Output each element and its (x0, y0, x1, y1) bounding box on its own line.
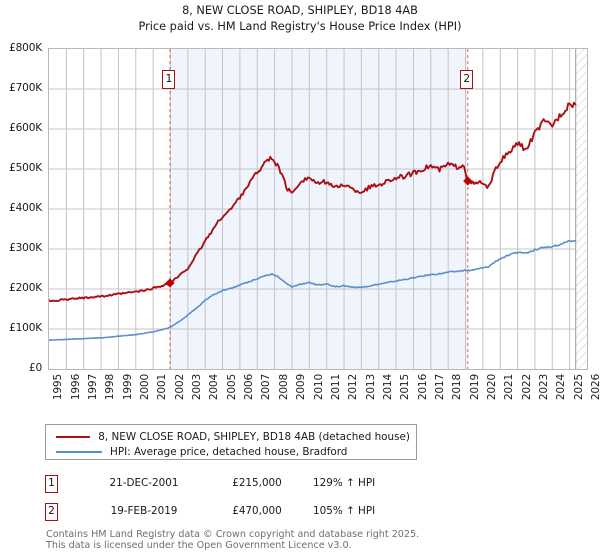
x-tick-2021: 2021 (503, 374, 516, 401)
x-tick-2019: 2019 (468, 374, 481, 401)
x-tick-2010: 2010 (312, 374, 325, 401)
x-tick-2003: 2003 (191, 374, 204, 401)
sale-hpi-2: 105% ↑ HPI (313, 505, 376, 517)
y-tick-5: £500K (9, 162, 42, 174)
x-tick-2018: 2018 (451, 374, 464, 401)
y-tick-4: £400K (9, 202, 42, 214)
x-tick-2006: 2006 (243, 374, 256, 401)
page-subtitle: Price paid vs. HM Land Registry's House … (138, 20, 462, 33)
y-tick-6: £600K (9, 122, 42, 134)
x-tick-1999: 1999 (121, 374, 134, 401)
x-tick-2016: 2016 (416, 374, 429, 401)
sale-point-markers (165, 176, 473, 288)
sale-badge-2: 2 (45, 503, 58, 521)
x-tick-2014: 2014 (381, 374, 394, 401)
x-tick-2015: 2015 (399, 374, 412, 401)
x-tick-2013: 2013 (364, 374, 377, 401)
x-tick-2026: 2026 (590, 374, 600, 401)
plot-area (48, 48, 588, 370)
sale-badge-1: 1 (45, 475, 58, 493)
y-tick-2: £200K (9, 282, 42, 294)
footer-line-2: This data is licensed under the Open Gov… (46, 540, 352, 551)
x-tick-1996: 1996 (69, 374, 82, 401)
legend-swatch-property (56, 436, 91, 438)
x-tick-2009: 2009 (295, 374, 308, 401)
y-axis-tick-labels: £0 £100K £200K £300K £400K £500K £600K £700K £80… (0, 0, 46, 560)
grid-lines (49, 49, 587, 369)
x-tick-2020: 2020 (486, 374, 499, 401)
x-tick-1997: 1997 (86, 374, 99, 401)
legend-item-hpi: HPI: Average price, detached house, Brad… (52, 445, 410, 459)
legend-label-property: 8, NEW CLOSE ROAD, SHIPLEY, BD18 4AB (de… (98, 431, 410, 443)
legend-swatch-hpi (56, 451, 102, 453)
sale-event-vertical-lines (169, 49, 469, 369)
x-tick-2002: 2002 (173, 374, 186, 401)
legend-label-hpi: HPI: Average price, detached house, Brad… (110, 446, 348, 458)
x-tick-2001: 2001 (156, 374, 169, 401)
chart-title-block: 8, NEW CLOSE ROAD, SHIPLEY, BD18 4AB Pri… (0, 3, 600, 35)
x-tick-2012: 2012 (347, 374, 360, 401)
x-tick-2024: 2024 (555, 374, 568, 401)
y-tick-8: £800K (9, 42, 42, 54)
plot-svg (49, 49, 587, 369)
sale-date-1: 21-DEC-2001 (109, 477, 179, 489)
page-title: 8, NEW CLOSE ROAD, SHIPLEY, BD18 4AB (182, 4, 418, 17)
y-tick-3: £300K (9, 242, 42, 254)
x-tick-2004: 2004 (208, 374, 221, 401)
sale-callout-1: 1 (162, 70, 176, 89)
x-tick-2023: 2023 (538, 374, 551, 401)
footer-line-1: Contains HM Land Registry data © Crown c… (46, 529, 420, 540)
data-series-lines (49, 101, 577, 341)
x-tick-2022: 2022 (520, 374, 533, 401)
x-tick-2007: 2007 (260, 374, 273, 401)
x-tick-1995: 1995 (52, 374, 65, 401)
y-tick-0: £0 (28, 362, 42, 374)
footer-attribution: Contains HM Land Registry data © Crown c… (46, 529, 586, 551)
provisional-data-hatch (575, 49, 587, 369)
x-tick-2017: 2017 (434, 374, 446, 401)
x-tick-2005: 2005 (225, 374, 238, 401)
legend-item-property: 8, NEW CLOSE ROAD, SHIPLEY, BD18 4AB (de… (52, 430, 410, 444)
x-tick-1998: 1998 (104, 374, 117, 401)
y-tick-7: £700K (9, 82, 42, 94)
x-tick-2025: 2025 (572, 374, 585, 401)
sale-callout-2: 2 (460, 70, 474, 89)
sale-date-2: 19-FEB-2019 (110, 505, 178, 517)
sale-price-2: £470,000 (232, 505, 282, 517)
sale-hpi-1: 129% ↑ HPI (313, 477, 376, 489)
x-tick-2008: 2008 (277, 374, 290, 401)
sale-price-1: £215,000 (232, 477, 282, 489)
x-tick-2011: 2011 (329, 374, 342, 401)
y-tick-1: £100K (9, 322, 42, 334)
chart-legend: 8, NEW CLOSE ROAD, SHIPLEY, BD18 4AB (de… (45, 424, 417, 460)
x-tick-2000: 2000 (138, 374, 151, 401)
